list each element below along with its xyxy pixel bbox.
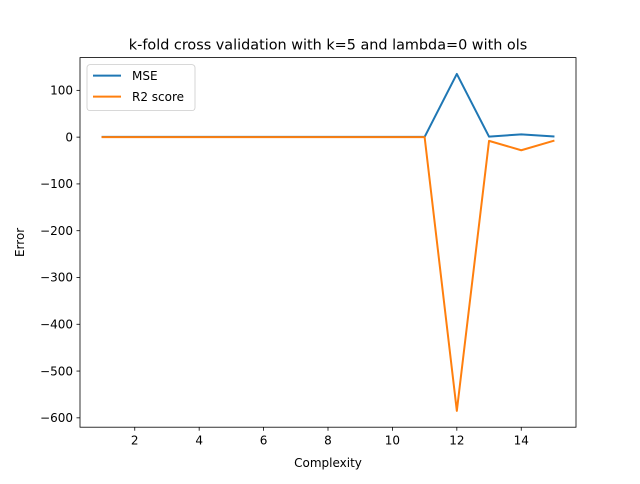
legend-label: R2 score bbox=[132, 90, 184, 104]
y-tick-label: −400 bbox=[40, 317, 73, 331]
y-tick-label: −600 bbox=[40, 411, 73, 425]
y-tick-label: −200 bbox=[40, 224, 73, 238]
y-tick-label: −100 bbox=[40, 177, 73, 191]
legend-label: MSE bbox=[132, 69, 158, 83]
x-tick-label: 4 bbox=[195, 434, 203, 448]
x-axis: 2 4 6 8 10 12 14 bbox=[131, 427, 529, 448]
y-tick-label: −300 bbox=[40, 271, 73, 285]
y-tick-label: 0 bbox=[65, 130, 73, 144]
x-tick-label: 8 bbox=[324, 434, 332, 448]
legend: MSE R2 score bbox=[86, 64, 196, 111]
x-tick-label: 14 bbox=[514, 434, 529, 448]
plot-area bbox=[80, 57, 576, 428]
y-tick-label: −500 bbox=[40, 364, 73, 378]
y-axis: 100 0 −100 −200 −300 −400 −500 −600 bbox=[40, 84, 80, 425]
y-axis-label: Error bbox=[13, 228, 27, 257]
x-tick-label: 6 bbox=[260, 434, 268, 448]
y-tick-label: 100 bbox=[50, 84, 73, 98]
x-tick-label: 2 bbox=[131, 434, 139, 448]
series-layer bbox=[101, 72, 555, 412]
chart-title: k-fold cross validation with k=5 and lam… bbox=[129, 38, 527, 54]
series-line-2 bbox=[101, 136, 555, 412]
x-axis-label: Complexity bbox=[294, 456, 362, 470]
x-tick-label: 10 bbox=[385, 434, 400, 448]
x-tick-label: 12 bbox=[449, 434, 464, 448]
